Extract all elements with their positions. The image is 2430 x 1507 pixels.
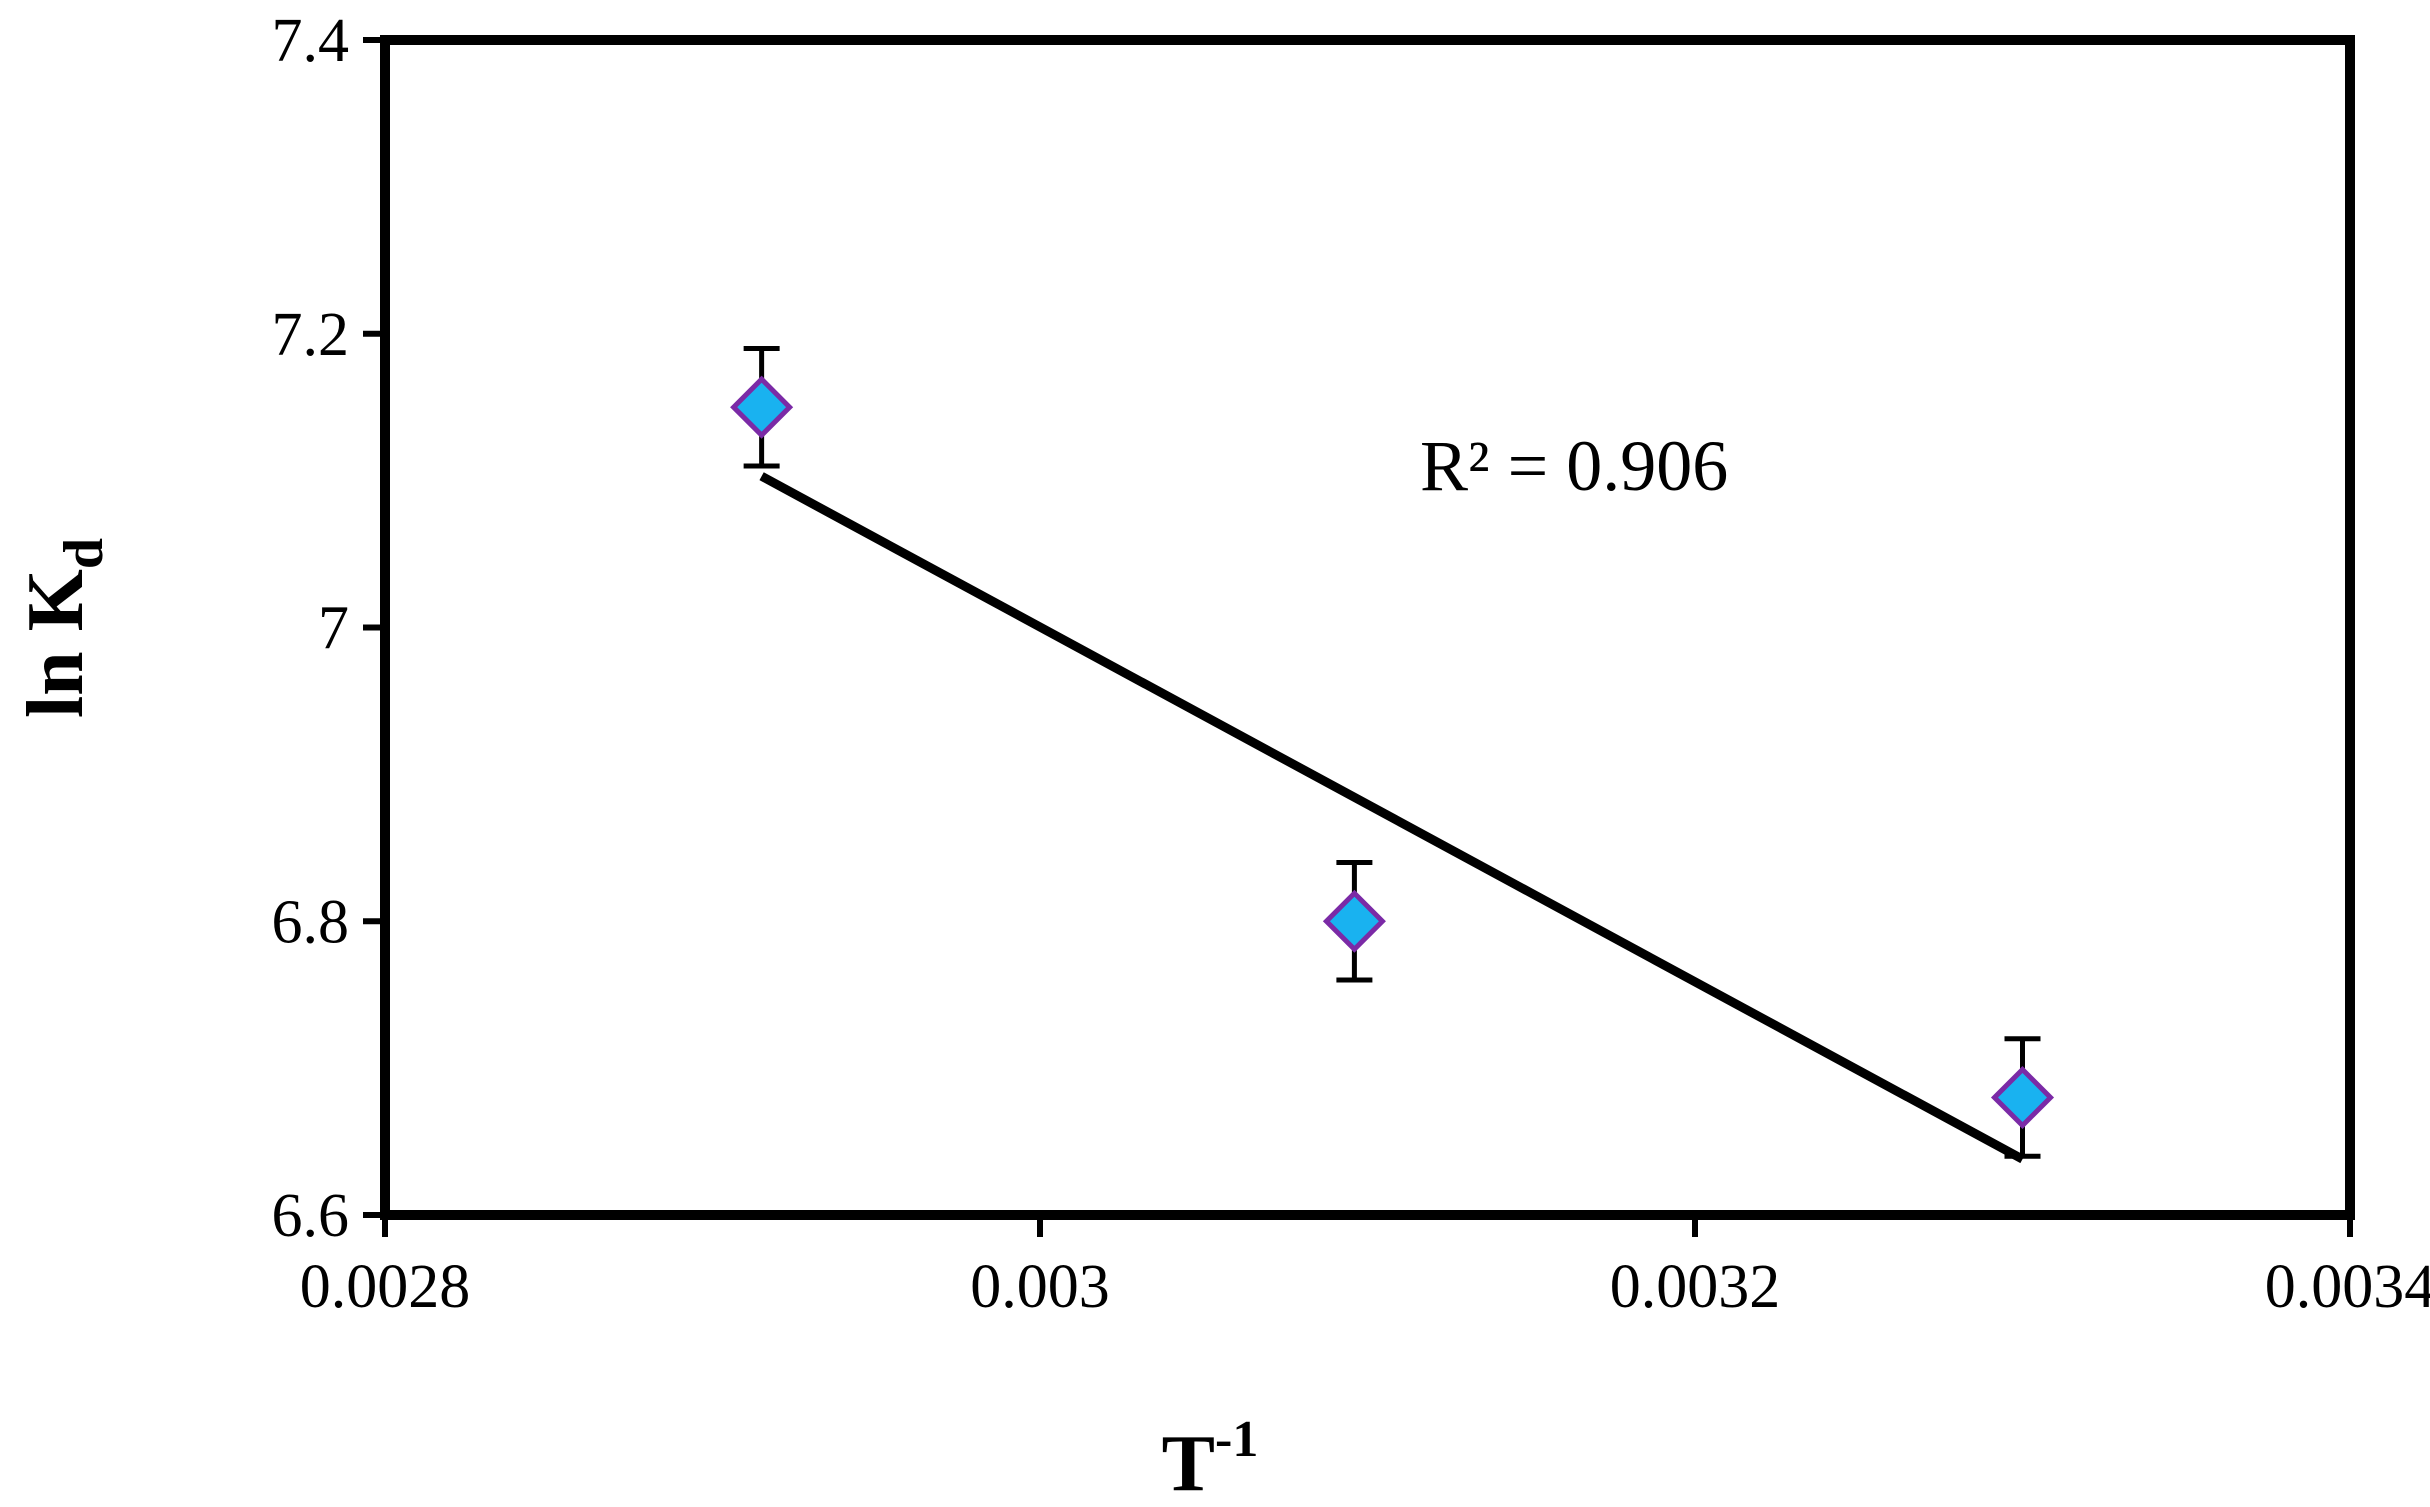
y-tick-label: 7.2 [272, 301, 350, 369]
x-tick-label: 0.003 [970, 1253, 1110, 1321]
x-tick-label: 0.0028 [300, 1253, 471, 1321]
y-tick-label: 6.8 [272, 888, 350, 956]
y-axis-title: ln Kd [12, 538, 115, 718]
data-point [1322, 860, 1386, 983]
data-point [730, 345, 794, 469]
trendline-layer [759, 472, 2025, 1164]
x-tick-label: 0.0032 [1610, 1253, 1781, 1321]
y-axis-ticks: 6.6 6.8 7 7.2 7.4 [272, 7, 385, 1250]
y-tick-label: 7 [318, 595, 349, 663]
x-tick-label: 0.0034 [2265, 1253, 2430, 1321]
plot-area [380, 35, 2355, 1220]
y-axis-title-main: ln K [12, 569, 100, 718]
y-tick-label: 7.4 [272, 7, 350, 75]
diamond-marker [1322, 889, 1386, 953]
data-point [1990, 1036, 2055, 1159]
trendline [759, 472, 2025, 1164]
y-axis-title-subscript: d [53, 538, 115, 569]
y-tick-label: 6.6 [272, 1182, 350, 1250]
diamond-marker [1990, 1065, 2055, 1130]
x-axis-title-main: T [1162, 1420, 1215, 1507]
diamond-marker [730, 375, 794, 439]
x-axis-ticks: 0.0028 0.003 0.0032 0.0034 [300, 1215, 2430, 1321]
x-axis-title: T-1 [1162, 1411, 1259, 1507]
r-squared-annotation: R² = 0.906 [1420, 426, 1728, 506]
data-points-layer [730, 345, 2055, 1159]
x-axis-title-superscript: -1 [1215, 1411, 1258, 1468]
